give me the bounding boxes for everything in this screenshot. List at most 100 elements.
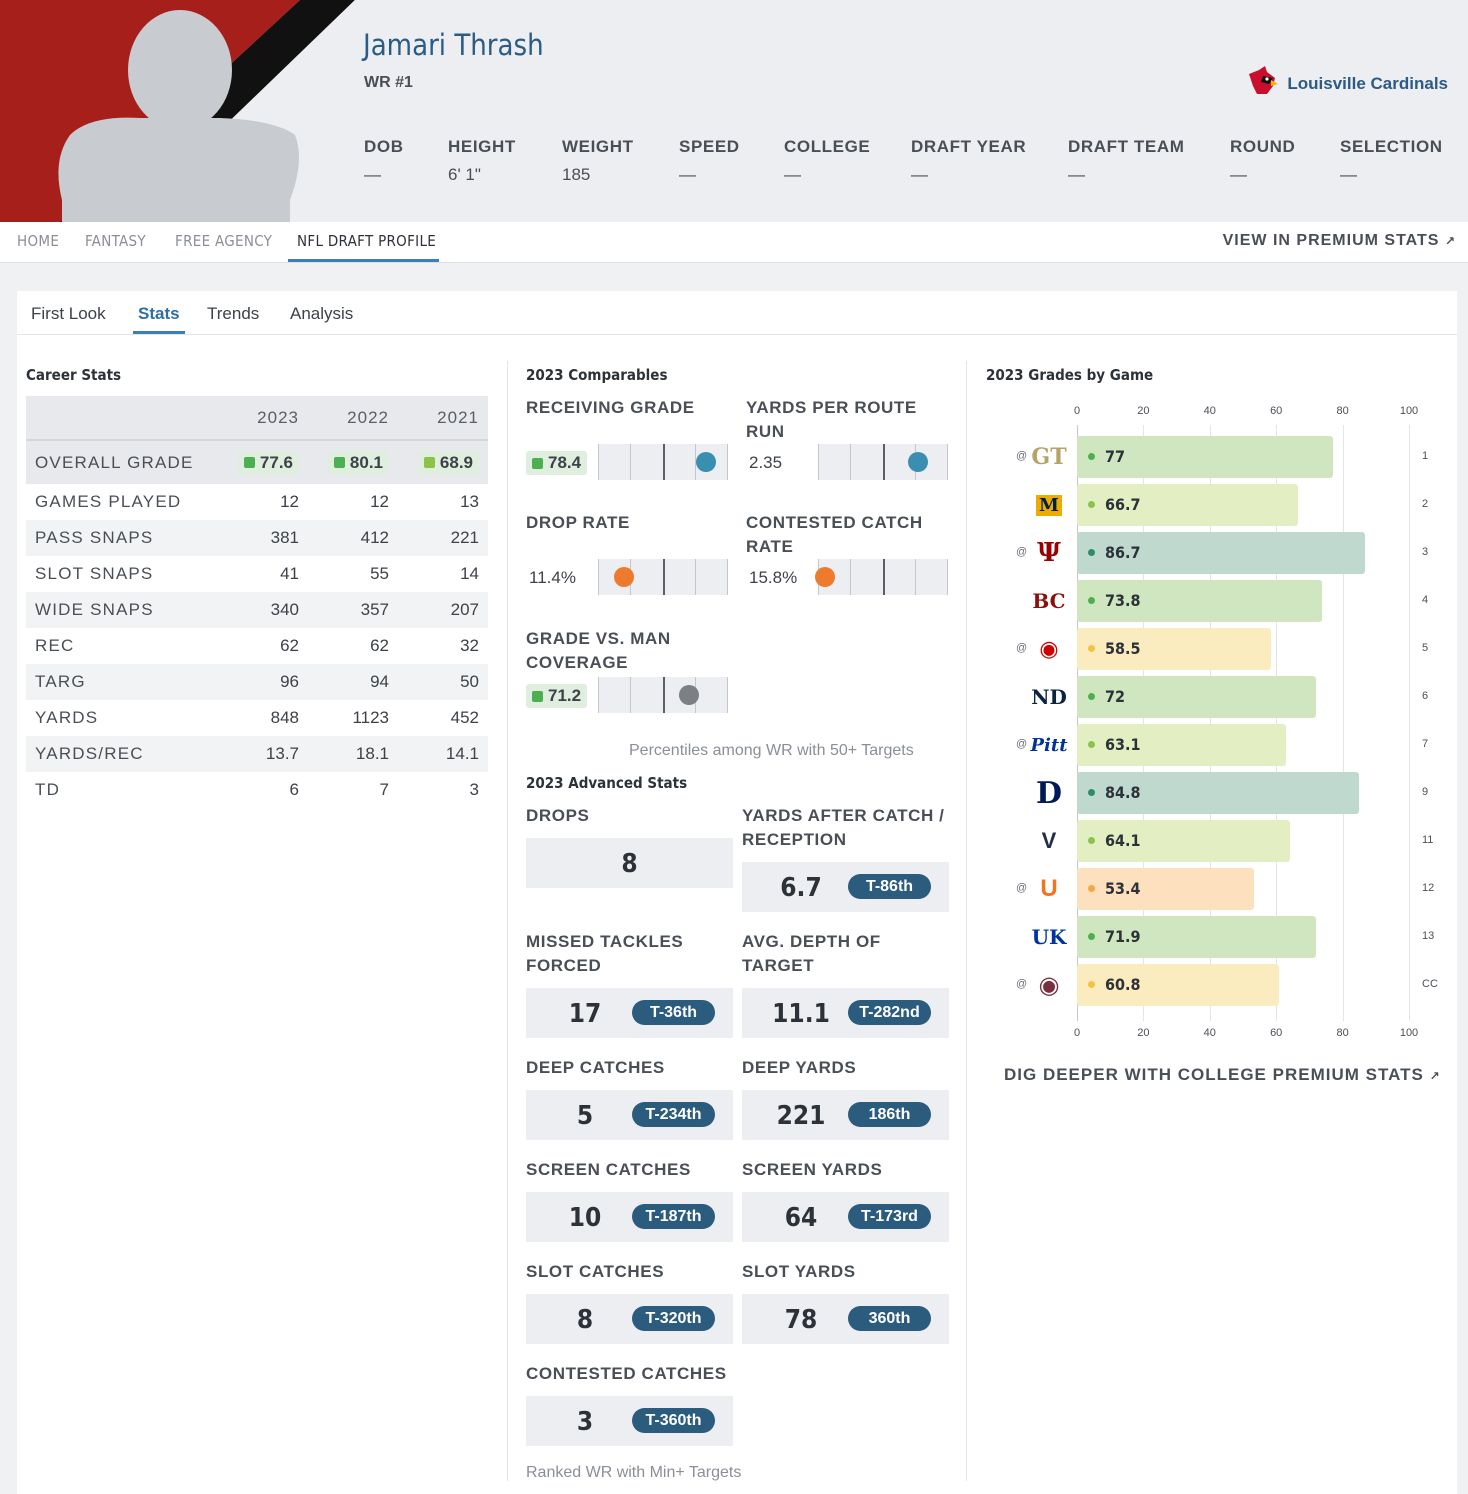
gridline — [1209, 425, 1211, 1021]
stat-value: 62 — [280, 636, 299, 655]
advanced-value: 8 — [576, 1305, 594, 1335]
nav-nfl-draft-profile[interactable]: NFL DRAFT PROFILE — [297, 232, 437, 250]
grade-value: 78.4 — [548, 453, 582, 472]
advanced-label: DEEP YARDS — [742, 1058, 857, 1077]
grade-dot — [423, 457, 435, 468]
stat-label: SLOT SNAPS — [35, 564, 154, 583]
percentile-tick — [727, 444, 728, 480]
table-row: YARDS 848 1123 452 — [26, 700, 488, 736]
advanced-stat-box: 5 T-234th — [526, 1090, 733, 1140]
external-link-icon: ↗ — [1429, 1069, 1441, 1083]
stat-value: 207 — [450, 600, 479, 619]
advanced-stat-box: 17 T-36th — [526, 988, 733, 1038]
comparables-title: 2023 Comparables — [526, 366, 668, 384]
stat-label: OVERALL GRADE — [35, 452, 194, 472]
away-marker: @ — [1016, 642, 1028, 654]
grade-bar — [1077, 628, 1272, 670]
grade-dot — [532, 690, 543, 702]
advanced-stat-box: 221 186th — [742, 1090, 949, 1140]
gridline — [1342, 425, 1344, 1021]
advanced-value: 78 — [784, 1305, 818, 1335]
miami-logo-icon: U — [1040, 875, 1058, 902]
grade-dot — [1088, 885, 1095, 892]
grade-label: 86.7 — [1105, 543, 1141, 562]
advanced-stat-box: 8 T-320th — [526, 1294, 733, 1344]
percentile-tick — [727, 677, 728, 713]
advanced-label: MISSED TACKLES FORCED — [526, 932, 684, 975]
percentile-tick — [850, 444, 851, 480]
week-label: 11 — [1422, 834, 1434, 846]
grade-badge: 71.2 — [526, 684, 588, 708]
team-name: Louisville Cardinals — [1287, 73, 1448, 93]
week-label: 3 — [1422, 546, 1429, 558]
comparable-label: DROP RATE — [526, 513, 630, 532]
year-header: 2022 — [347, 407, 389, 427]
nav-active-indicator — [288, 259, 439, 262]
rank-badge: T-187th — [632, 1204, 715, 1229]
grade-value: 68.9 — [439, 452, 473, 472]
tab-trends[interactable]: Trends — [207, 304, 260, 323]
tab-analysis[interactable]: Analysis — [290, 304, 354, 323]
stat-value: 68.9 — [398, 450, 488, 475]
rank-badge: T-320th — [632, 1306, 715, 1331]
week-label: 13 — [1422, 930, 1435, 942]
table-header: 2023 2022 2021 — [26, 396, 488, 441]
cardinal-logo-icon — [1245, 64, 1279, 103]
grades-title: 2023 Grades by Game — [986, 366, 1154, 384]
stat-value: 18.1 — [355, 744, 389, 763]
advanced-stat-box: 78 360th — [742, 1294, 949, 1344]
grade-dot — [1088, 645, 1095, 652]
gridline — [1276, 425, 1278, 1021]
x-tick-label: 0 — [1073, 1027, 1081, 1039]
grade-dot — [243, 457, 255, 468]
percentile-marker — [696, 452, 716, 472]
x-tick-label: 100 — [1399, 405, 1419, 417]
advanced-label: CONTESTED CATCHES — [526, 1364, 727, 1383]
grade-label: 71.9 — [1105, 927, 1141, 946]
nav-free-agency[interactable]: FREE AGENCY — [175, 232, 273, 250]
percentile-tick — [663, 677, 665, 713]
tab-first-look[interactable]: First Look — [31, 304, 106, 323]
stat-label: REC — [35, 636, 75, 655]
percentile-tick — [630, 677, 631, 713]
boston-college-logo-icon: BC — [1032, 589, 1066, 613]
dig-deeper-link[interactable]: DIG DEEPER WITH COLLEGE PREMIUM STATS ↗ — [1004, 1065, 1441, 1084]
grade-bar — [1077, 532, 1365, 574]
stat-value: 80.1 — [308, 450, 398, 475]
stat-value: 41 — [280, 564, 299, 583]
grade-bar — [1077, 772, 1359, 814]
percentile-bar — [818, 444, 948, 480]
stat-selection: SELECTION — — [1340, 137, 1443, 184]
advanced-stat-box: 11.1 T-282nd — [742, 988, 949, 1038]
player-header: Jamari Thrash WR #1 Louisville Cardinals… — [0, 0, 1468, 222]
percentile-bar — [598, 559, 728, 595]
ranked-note: Ranked WR with Min+ Targets — [526, 1464, 742, 1481]
stat-value: 50 — [460, 672, 479, 691]
divider — [507, 361, 508, 1481]
away-marker: @ — [1016, 882, 1028, 894]
table-row: REC 62 62 32 — [26, 628, 488, 664]
stat-weight: WEIGHT 185 — [562, 137, 634, 184]
duke-logo-icon: D — [1035, 775, 1062, 811]
tab-stats[interactable]: Stats — [138, 304, 180, 323]
nav-fantasy[interactable]: FANTASY — [85, 232, 146, 250]
premium-stats-link[interactable]: VIEW IN PREMIUM STATS ↗ — [1222, 232, 1456, 249]
advanced-value: 8 — [621, 849, 638, 879]
nav-home[interactable]: HOME — [17, 232, 60, 250]
rank-badge: T-36th — [632, 1000, 715, 1025]
percentile-note: Percentiles among WR with 50+ Targets — [629, 742, 914, 759]
stat-value: 13.7 — [265, 744, 299, 763]
pitt-logo-icon: Pitt — [1030, 734, 1068, 756]
stat-label: PASS SNAPS — [35, 528, 154, 547]
week-label: CC — [1422, 978, 1438, 990]
team-link[interactable]: Louisville Cardinals — [1245, 64, 1448, 103]
percentile-marker — [614, 567, 634, 587]
rank-badge: 360th — [848, 1306, 931, 1331]
career-stats-table: 2023 2022 2021 OVERALL GRADE 77.6 80.1 68.9… — [26, 396, 488, 808]
comparable-value: 15.8% — [749, 568, 798, 587]
percentile-tick — [695, 559, 696, 595]
stat-dob: DOB — — [364, 137, 404, 184]
advanced-label: SLOT CATCHES — [526, 1262, 665, 1281]
table-row: OVERALL GRADE 77.6 80.1 68.9 — [26, 441, 488, 484]
grade-label: 72 — [1105, 687, 1126, 706]
